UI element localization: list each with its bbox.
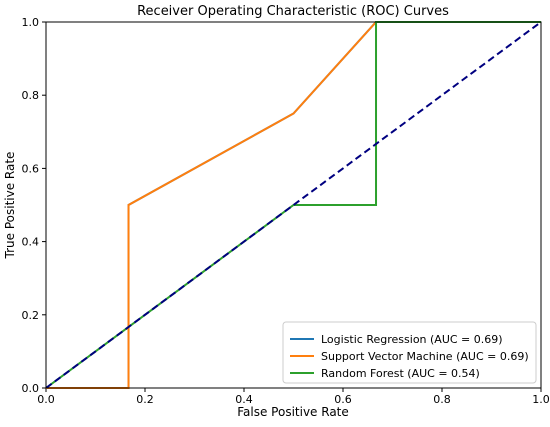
y-tick-label: 0.0 <box>22 382 40 395</box>
plot-frame <box>45 21 542 389</box>
x-tick-label: 0.6 <box>334 393 352 406</box>
y-axis-label: True Positive Rate <box>3 152 17 260</box>
legend-entries: Logistic Regression (AUC = 0.69) Support … <box>290 333 529 380</box>
y-tick-label: 0.8 <box>22 89 40 102</box>
legend-box <box>282 321 537 384</box>
legend-label: Logistic Regression (AUC = 0.69) <box>321 333 503 346</box>
y-tick-label: 0.6 <box>22 162 40 175</box>
chart-title: Receiver Operating Characteristic (ROC) … <box>137 4 449 19</box>
y-tick-label: 0.4 <box>22 236 40 249</box>
legend-label: Support Vector Machine (AUC = 0.69) <box>321 350 529 363</box>
reference-diagonal-line <box>45 21 542 389</box>
x-axis-label: False Positive Rate <box>237 405 349 419</box>
x-tick-label: 0.8 <box>433 393 451 406</box>
legend: Logistic Regression (AUC = 0.69) Support … <box>282 321 537 384</box>
x-tick-label: 0.4 <box>235 393 253 406</box>
axis-ticks: 0.0 0.2 0.4 0.6 0.8 1.0 0.0 0.2 0.4 0.6 0.8 1.0 <box>22 16 550 406</box>
y-tick-label: 1.0 <box>22 16 40 29</box>
y-tick-label: 0.2 <box>22 309 40 322</box>
x-tick-label: 1.0 <box>532 393 550 406</box>
x-tick-label: 0.2 <box>136 393 154 406</box>
x-tick-label: 0.0 <box>37 393 55 406</box>
legend-label: Random Forest (AUC = 0.54) <box>321 367 480 380</box>
